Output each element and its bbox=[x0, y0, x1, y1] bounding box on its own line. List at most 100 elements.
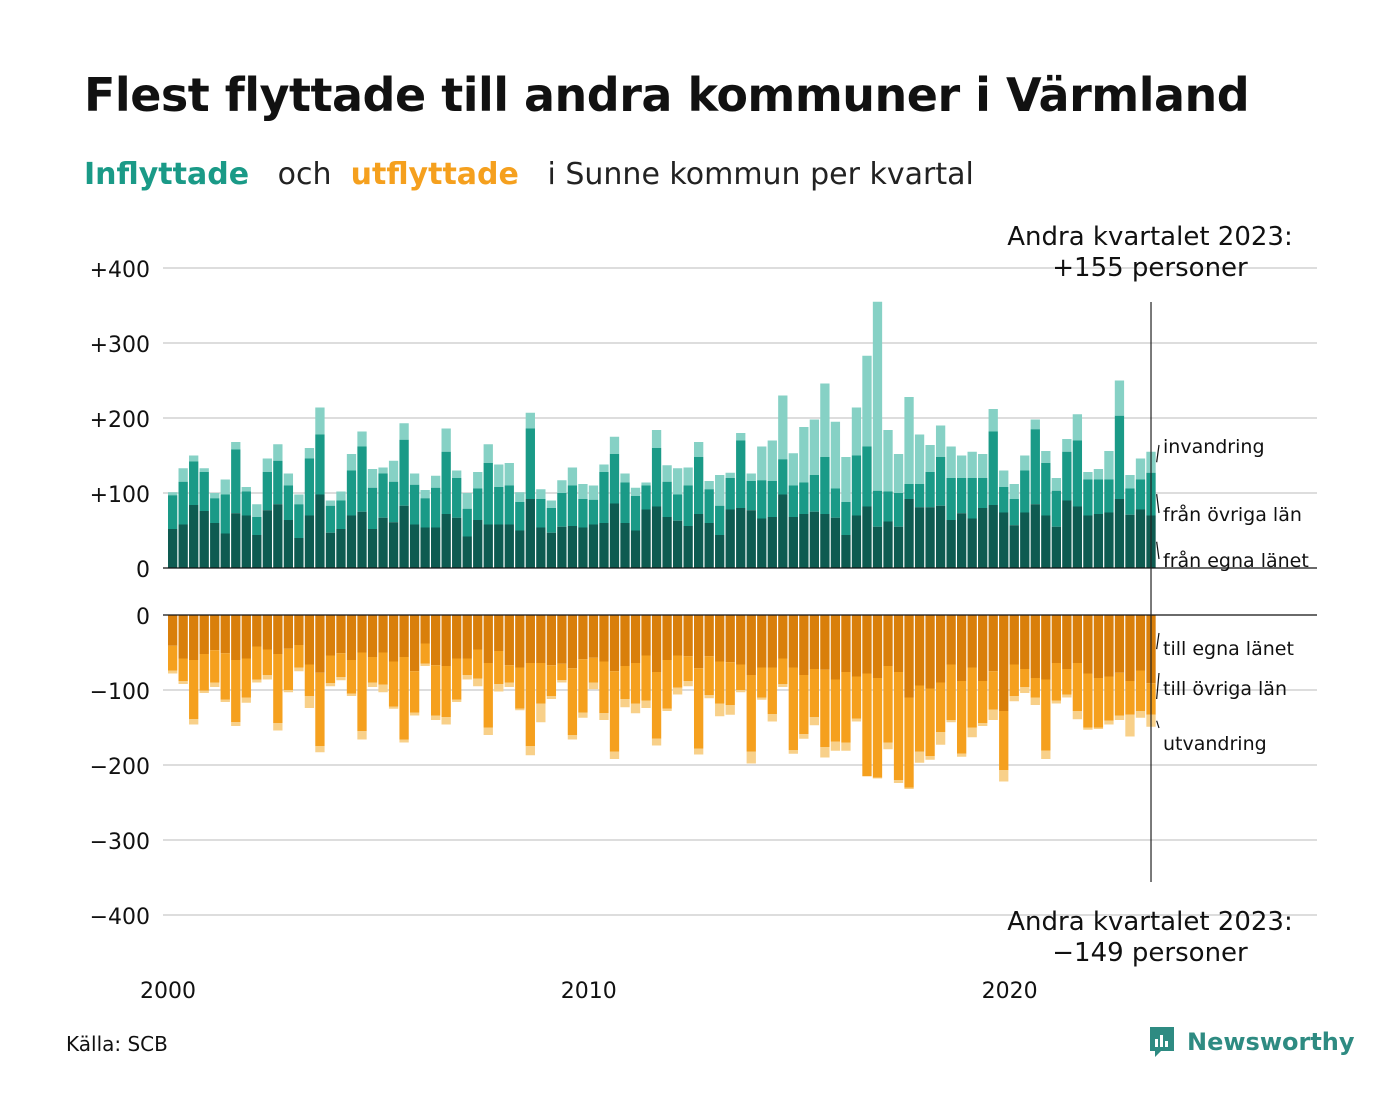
bar-inflow-ovriga-lan bbox=[462, 508, 472, 537]
bar-inflow-invandring bbox=[967, 451, 977, 478]
bar-outflow-ovriga-lan bbox=[757, 667, 767, 698]
bar-inflow-invandring bbox=[168, 492, 178, 496]
bar-outflow-utvandring bbox=[651, 738, 662, 746]
bar-outflow-egna-lanet bbox=[1083, 615, 1093, 674]
bar-outflow-egna-lanet bbox=[988, 615, 998, 672]
bar-outflow-egna-lanet bbox=[736, 615, 746, 665]
bar-outflow-egna-lanet bbox=[378, 615, 388, 653]
bar-inflow-ovriga-lan bbox=[925, 472, 935, 508]
bar-inflow-ovriga-lan bbox=[220, 494, 230, 534]
bar-inflow-egna-lanet bbox=[452, 517, 462, 568]
bar-outflow-ovriga-lan bbox=[483, 663, 493, 728]
bar-inflow-invandring bbox=[799, 427, 809, 483]
bar-inflow-egna-lanet bbox=[199, 511, 209, 568]
bar-outflow-ovriga-lan bbox=[546, 665, 557, 696]
bar-outflow-ovriga-lan bbox=[736, 664, 746, 690]
bar-inflow-invandring bbox=[599, 464, 609, 472]
bar-outflow-ovriga-lan bbox=[210, 650, 220, 683]
bar-outflow-egna-lanet bbox=[441, 615, 451, 666]
bar-outflow-egna-lanet bbox=[431, 615, 441, 666]
bar-inflow-egna-lanet bbox=[294, 538, 304, 568]
bar-outflow-ovriga-lan bbox=[578, 659, 588, 713]
series-label-till-egna-lanet: till egna länet bbox=[1163, 638, 1294, 660]
bar-inflow-invandring bbox=[904, 397, 914, 484]
bar-outflow-egna-lanet bbox=[715, 615, 725, 662]
bar-inflow-invandring bbox=[725, 472, 735, 478]
bar-inflow-ovriga-lan bbox=[757, 480, 767, 519]
bar-inflow-egna-lanet bbox=[830, 517, 841, 568]
bar-inflow-invandring bbox=[557, 480, 567, 493]
bar-inflow-ovriga-lan bbox=[273, 460, 283, 505]
bar-outflow-ovriga-lan bbox=[473, 649, 483, 679]
bar-outflow-ovriga-lan bbox=[641, 655, 651, 701]
bar-inflow-ovriga-lan bbox=[231, 449, 241, 514]
bar-inflow-egna-lanet bbox=[567, 526, 578, 568]
bar-inflow-invandring bbox=[409, 473, 420, 485]
bar-outflow-egna-lanet bbox=[588, 615, 599, 658]
bar-inflow-ovriga-lan bbox=[515, 502, 525, 531]
bar-inflow-ovriga-lan bbox=[1083, 479, 1093, 516]
annotation-in-line1: Andra kvartalet 2023: bbox=[1007, 222, 1292, 252]
bar-inflow-egna-lanet bbox=[893, 526, 904, 568]
bar-inflow-egna-lanet bbox=[357, 511, 367, 568]
bar-outflow-egna-lanet bbox=[799, 615, 809, 675]
bar-outflow-ovriga-lan bbox=[1041, 679, 1051, 751]
bar-outflow-utvandring bbox=[820, 747, 830, 758]
bar-outflow-egna-lanet bbox=[704, 615, 714, 657]
bar-inflow-egna-lanet bbox=[1125, 514, 1135, 568]
bar-outflow-egna-lanet bbox=[399, 615, 409, 657]
bar-outflow-ovriga-lan bbox=[388, 661, 399, 707]
bar-inflow-ovriga-lan bbox=[557, 493, 567, 527]
bar-inflow-invandring bbox=[1135, 458, 1146, 480]
bar-outflow-egna-lanet bbox=[1093, 615, 1104, 678]
bar-inflow-invandring bbox=[746, 473, 756, 481]
bar-outflow-ovriga-lan bbox=[420, 643, 430, 664]
bar-inflow-invandring bbox=[862, 355, 872, 447]
bar-outflow-utvandring bbox=[1135, 711, 1146, 718]
bar-inflow-invandring bbox=[578, 484, 588, 499]
bar-outflow-utvandring bbox=[557, 680, 567, 683]
bar-outflow-egna-lanet bbox=[778, 615, 788, 659]
annotation-out-line1: Andra kvartalet 2023: bbox=[1007, 907, 1292, 937]
bar-inflow-ovriga-lan bbox=[325, 505, 336, 533]
bar-inflow-ovriga-lan bbox=[578, 499, 588, 528]
bar-outflow-ovriga-lan bbox=[1104, 676, 1114, 721]
bar-outflow-ovriga-lan bbox=[872, 678, 883, 778]
bar-inflow-ovriga-lan bbox=[630, 496, 641, 531]
x-tick-label: 2010 bbox=[561, 979, 617, 1004]
chart-subtitle: Inflyttade och utflyttade i Sunne kommun… bbox=[84, 157, 974, 192]
y-tick-label-lower: −400 bbox=[90, 905, 150, 930]
bar-outflow-egna-lanet bbox=[462, 615, 472, 659]
bar-inflow-invandring bbox=[1072, 414, 1083, 441]
series-label-till-ovriga-lan: till övriga län bbox=[1163, 678, 1287, 700]
bar-outflow-ovriga-lan bbox=[1083, 673, 1093, 728]
bar-inflow-invandring bbox=[189, 455, 199, 462]
bar-inflow-invandring bbox=[757, 446, 767, 481]
bar-inflow-egna-lanet bbox=[262, 510, 272, 568]
bar-outflow-egna-lanet bbox=[515, 615, 525, 668]
bar-outflow-ovriga-lan bbox=[809, 669, 820, 717]
bar-outflow-egna-lanet bbox=[536, 615, 546, 663]
bar-inflow-egna-lanet bbox=[862, 506, 872, 568]
bar-inflow-ovriga-lan bbox=[473, 488, 483, 520]
bar-inflow-invandring bbox=[1093, 469, 1104, 480]
bar-inflow-invandring bbox=[346, 454, 357, 471]
bar-outflow-egna-lanet bbox=[651, 615, 662, 672]
annotation-out-line2: −149 personer bbox=[1052, 938, 1248, 968]
bar-inflow-ovriga-lan bbox=[883, 491, 893, 522]
bar-inflow-egna-lanet bbox=[725, 509, 735, 568]
bar-outflow-ovriga-lan bbox=[199, 654, 209, 691]
bar-outflow-egna-lanet bbox=[672, 615, 683, 656]
bar-outflow-utvandring bbox=[809, 717, 820, 726]
bar-outflow-utvandring bbox=[504, 682, 514, 687]
bar-inflow-egna-lanet bbox=[746, 510, 756, 568]
bar-outflow-utvandring bbox=[1072, 711, 1083, 720]
bar-inflow-invandring bbox=[1083, 472, 1093, 480]
y-tick-label-lower: −100 bbox=[90, 680, 150, 705]
newsworthy-logo-icon bbox=[1150, 1027, 1174, 1057]
bar-inflow-ovriga-lan bbox=[1020, 470, 1030, 513]
bar-inflow-ovriga-lan bbox=[452, 478, 462, 518]
bar-inflow-invandring bbox=[1030, 419, 1040, 430]
bar-outflow-egna-lanet bbox=[925, 615, 935, 689]
